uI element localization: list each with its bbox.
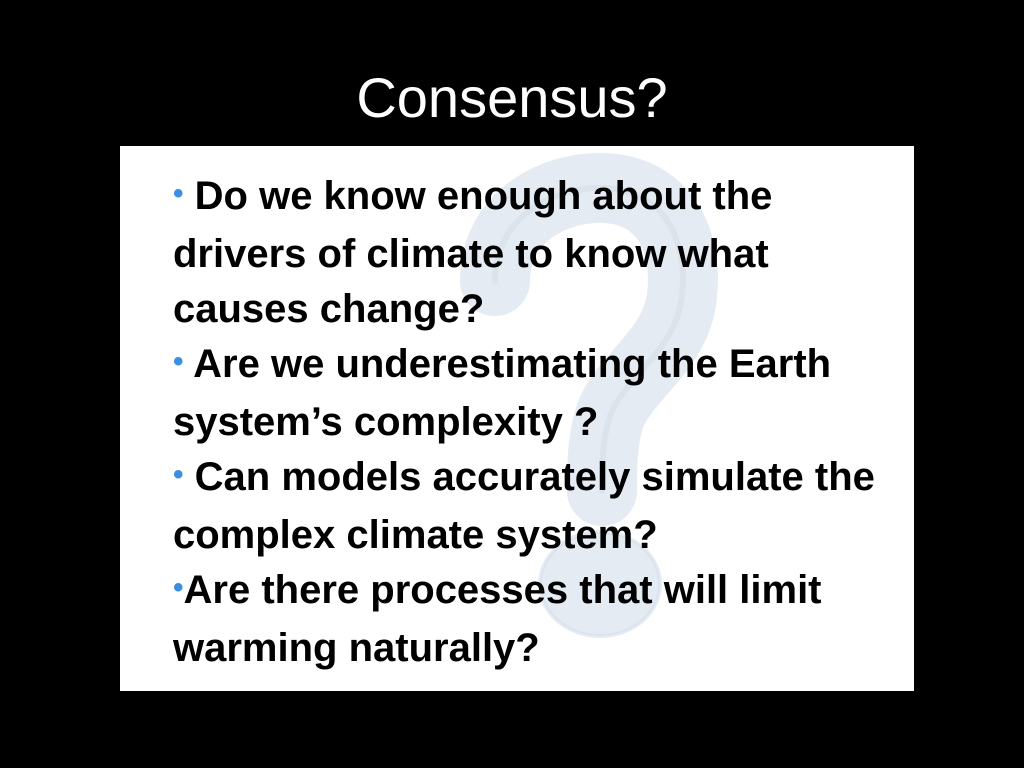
bullet-icon: • (173, 177, 184, 210)
bullet-text: Can models accurately simulate the compl… (173, 455, 875, 557)
question-mark-icon (460, 152, 718, 638)
bullet-text: Are there processes that will limit warm… (173, 568, 822, 670)
bullet-icon: • (173, 458, 184, 491)
bullet-text: Are we underestimating the Earth system’… (173, 342, 832, 444)
bullet-item: • Do we know enough about the drivers of… (173, 169, 893, 337)
slide-title: Consensus? (356, 66, 668, 129)
bullet-icon: • (173, 345, 184, 378)
bullet-list: • Do we know enough about the drivers of… (173, 169, 893, 676)
bullet-icon: • (173, 571, 184, 604)
content-panel: • Do we know enough about the drivers of… (120, 146, 914, 691)
bullet-item: •Are there processes that will limit war… (173, 563, 893, 676)
bullet-text: Do we know enough about the drivers of c… (173, 174, 773, 331)
bullet-item: • Are we underestimating the Earth syste… (173, 337, 893, 450)
bullet-item: • Can models accurately simulate the com… (173, 450, 893, 563)
